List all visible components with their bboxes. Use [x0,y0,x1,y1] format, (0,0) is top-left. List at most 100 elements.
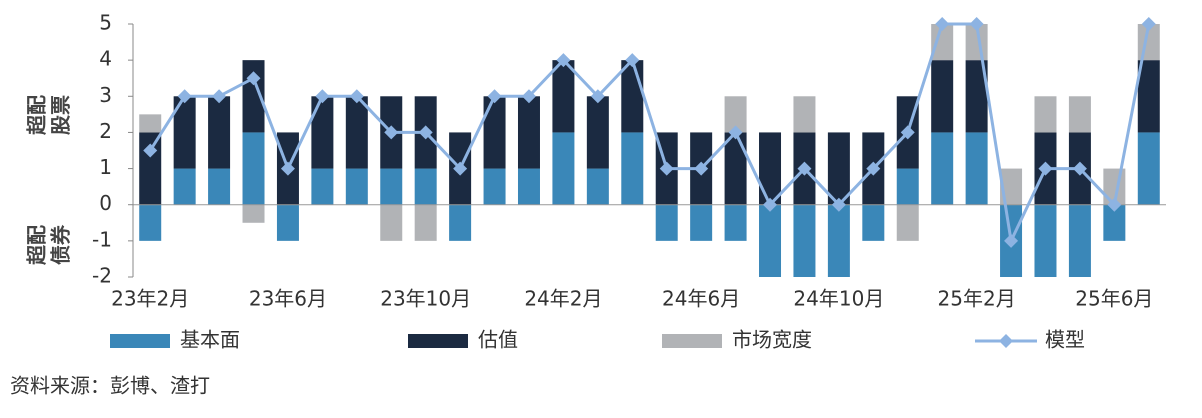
bar [965,60,988,133]
source: 资料来源：彭博、渣打 [10,374,210,398]
bar [380,204,403,241]
x-tick-label: 23年2月 [111,287,189,311]
bar [724,204,747,241]
bar [827,132,850,205]
marker [935,17,950,31]
bar [862,204,885,241]
bar [1034,204,1057,277]
bar [759,132,782,205]
legend-marker [999,334,1013,348]
marker [797,161,812,176]
legend-label: 估值 [478,328,518,352]
y-tick-label: 5 [99,11,112,35]
marker [177,89,192,104]
bar [1137,132,1160,205]
x-tick-label: 24年6月 [662,287,740,311]
x-tick-label: 23年10月 [380,287,471,311]
bar [1103,204,1126,241]
bar [586,168,609,205]
bar [552,60,575,133]
bar [483,96,506,169]
bar [759,204,782,277]
marker [556,53,571,68]
marker [831,197,846,212]
legend-label: 基本面 [180,328,240,352]
bar [242,132,265,205]
bar [449,204,472,241]
marker [418,125,433,140]
bar [414,204,437,241]
bar [724,96,747,133]
marker [728,125,743,140]
y-tick-label: 1 [99,155,112,179]
bar [896,168,919,205]
bar [1068,96,1091,133]
bar [793,204,816,277]
marker [1107,197,1122,212]
marker [315,89,330,104]
y-tick-label: 2 [99,119,112,143]
marker [1072,161,1087,176]
bar [345,96,368,169]
bar [1034,96,1057,133]
bar [345,168,368,205]
legend-swatch [110,334,170,348]
x-tick-label: 25年6月 [1075,287,1153,311]
bar [690,204,713,241]
legend-label: 市场宽度 [732,328,812,352]
y-axis-label: 超配 [25,95,49,136]
marker [1141,17,1156,31]
bar [1137,60,1160,133]
bar [931,132,954,205]
bar [242,204,265,223]
bar [586,96,609,169]
bar [1000,168,1023,205]
marker [625,53,640,68]
marker [349,89,364,104]
bar [827,204,850,277]
bar [965,132,988,205]
marker [212,89,227,104]
bar [483,168,506,205]
bar [311,96,334,169]
marker [590,89,605,104]
marker [763,197,778,212]
y-axis-label: 债券 [49,224,73,265]
marker [384,125,399,140]
legend-label: 模型 [1045,328,1085,352]
marker [694,161,709,176]
x-tick-label: 24年2月 [524,287,602,311]
y-tick-label: 0 [99,191,112,215]
bar [621,132,644,205]
marker [246,71,261,86]
bar [173,96,196,169]
marker [521,89,536,104]
x-tick-label: 25年2月 [938,287,1016,311]
marker [1038,161,1053,176]
bar [621,60,644,133]
y-tick-label: -1 [92,227,112,251]
bar [724,132,747,205]
y-axis-label: 超配 [25,225,49,266]
bar [517,96,540,169]
bar [173,168,196,205]
bar [1068,204,1091,277]
bar [931,24,954,61]
y-tick-label: 3 [99,83,112,107]
line [148,22,1151,246]
bar [552,132,575,205]
legend-swatch [662,334,722,348]
y-axis-label: 股票 [49,95,73,135]
bar [517,168,540,205]
marker [969,17,984,31]
marker [487,89,502,104]
bar [655,204,678,241]
bar [208,96,231,169]
marker [280,161,295,176]
y-tick-label: -2 [92,264,112,288]
marker [453,161,468,176]
bar [139,132,162,205]
bar [139,114,162,133]
x-tick-label: 24年10月 [793,287,884,311]
